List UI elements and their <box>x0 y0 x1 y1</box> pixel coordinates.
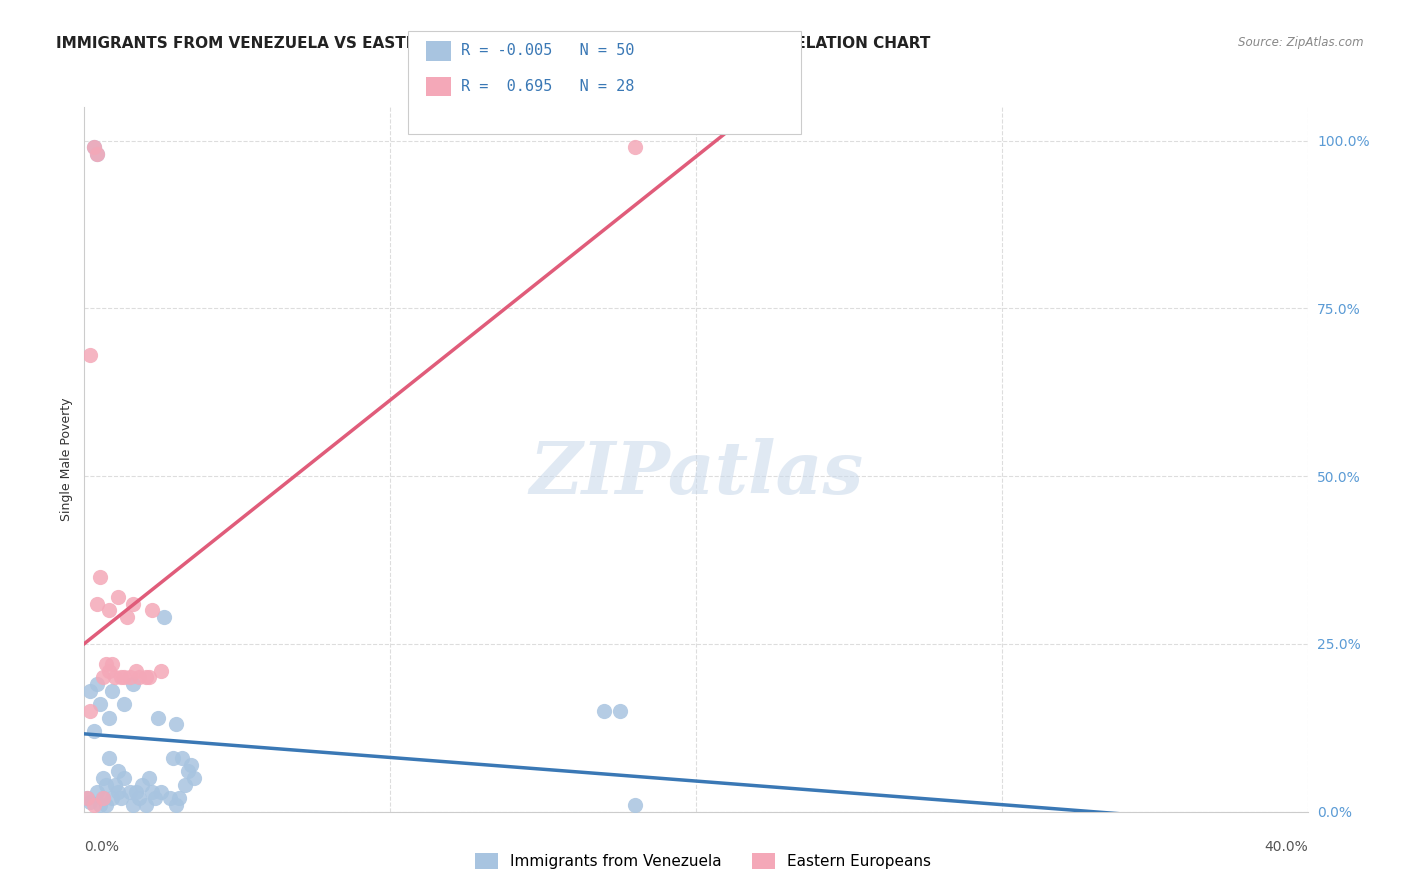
Point <box>97 711 120 725</box>
Point <box>125 664 148 678</box>
Point <box>141 603 163 617</box>
Text: 40.0%: 40.0% <box>1264 840 1308 854</box>
Point <box>104 671 127 685</box>
Point <box>91 791 114 805</box>
Legend: Immigrants from Venezuela, Eastern Europeans: Immigrants from Venezuela, Eastern Europ… <box>468 847 938 875</box>
Point <box>120 671 142 685</box>
Point <box>89 698 111 712</box>
Point <box>112 771 135 785</box>
Point <box>149 784 172 798</box>
Point <box>125 784 148 798</box>
Point <box>167 791 190 805</box>
Point <box>162 751 184 765</box>
Point <box>183 771 205 785</box>
Point <box>143 791 166 805</box>
Point <box>101 791 124 805</box>
Point <box>138 771 160 785</box>
Point <box>122 797 145 812</box>
Point <box>86 597 108 611</box>
Point <box>79 704 101 718</box>
Point <box>146 711 169 725</box>
Text: R = -0.005   N = 50: R = -0.005 N = 50 <box>461 44 634 58</box>
Point <box>104 778 127 792</box>
Point <box>91 771 114 785</box>
Point <box>128 791 150 805</box>
Point <box>76 791 98 805</box>
Point <box>135 671 157 685</box>
Text: Source: ZipAtlas.com: Source: ZipAtlas.com <box>1239 36 1364 49</box>
Point <box>94 778 117 792</box>
Point <box>153 610 176 624</box>
Point <box>97 664 120 678</box>
Point <box>107 784 129 798</box>
Point <box>101 684 124 698</box>
Point <box>128 671 150 685</box>
Y-axis label: Single Male Poverty: Single Male Poverty <box>60 398 73 521</box>
Point <box>122 597 145 611</box>
Point <box>83 797 105 812</box>
Point <box>107 590 129 604</box>
Point <box>94 797 117 812</box>
Point <box>112 671 135 685</box>
Point <box>89 570 111 584</box>
Point <box>131 778 153 792</box>
Point <box>112 698 135 712</box>
Point <box>89 797 111 812</box>
Point <box>86 147 108 161</box>
Point <box>174 778 197 792</box>
Point <box>79 795 101 809</box>
Text: R =  0.695   N = 28: R = 0.695 N = 28 <box>461 79 634 94</box>
Point <box>91 671 114 685</box>
Point <box>593 704 616 718</box>
Point <box>110 671 132 685</box>
Point <box>624 140 647 154</box>
Point <box>609 704 631 718</box>
Point <box>86 784 108 798</box>
Point <box>115 610 138 624</box>
Point <box>79 348 101 362</box>
Point <box>138 671 160 685</box>
Text: ZIPatlas: ZIPatlas <box>529 438 863 509</box>
Point <box>141 784 163 798</box>
Point <box>180 757 202 772</box>
Point <box>94 657 117 671</box>
Point <box>107 764 129 779</box>
Point <box>120 784 142 798</box>
Point <box>83 140 105 154</box>
Point <box>110 791 132 805</box>
Point <box>165 797 187 812</box>
Point <box>83 724 105 739</box>
Point <box>165 717 187 731</box>
Point <box>91 791 114 805</box>
Point <box>624 797 647 812</box>
Point <box>177 764 200 779</box>
Point <box>135 797 157 812</box>
Text: 0.0%: 0.0% <box>84 840 120 854</box>
Point <box>101 657 124 671</box>
Point <box>86 677 108 691</box>
Point <box>86 147 108 161</box>
Point <box>149 664 172 678</box>
Point <box>76 791 98 805</box>
Point <box>122 677 145 691</box>
Point <box>159 791 181 805</box>
Point <box>172 751 194 765</box>
Text: IMMIGRANTS FROM VENEZUELA VS EASTERN EUROPEAN SINGLE MALE POVERTY CORRELATION CH: IMMIGRANTS FROM VENEZUELA VS EASTERN EUR… <box>56 36 931 51</box>
Point <box>83 140 105 154</box>
Point <box>97 751 120 765</box>
Point <box>97 603 120 617</box>
Point <box>79 684 101 698</box>
